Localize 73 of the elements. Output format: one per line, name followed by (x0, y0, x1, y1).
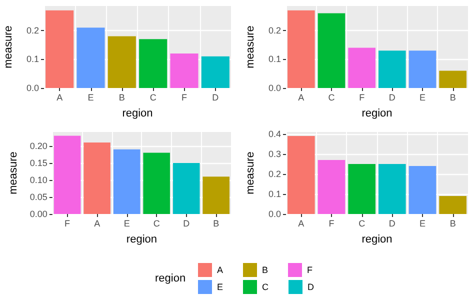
y-tick-label: 0.2 (268, 169, 281, 179)
bar (439, 70, 466, 88)
x-tick-label: C (328, 92, 336, 102)
x-tick-label: F (182, 92, 188, 102)
bar (84, 142, 110, 214)
bar (348, 48, 376, 88)
x-tick-label: D (183, 218, 190, 228)
y-tick-label: 0.2 (268, 25, 281, 36)
x-tick-label: B (213, 218, 220, 228)
x-tick-label: E (88, 92, 94, 102)
bar (318, 160, 346, 214)
bar (408, 166, 436, 214)
x-tick-label: C (153, 218, 160, 228)
x-tick-label: A (56, 92, 63, 102)
bar (143, 152, 170, 214)
bar (378, 164, 406, 214)
x-axis-title: region (362, 108, 392, 120)
bar (318, 13, 346, 88)
x-tick-label: A (298, 218, 304, 228)
x-tick-label: B (450, 218, 456, 228)
y-tick-label: 0.1 (26, 54, 39, 64)
bar (54, 136, 81, 214)
x-tick-label: A (298, 92, 304, 102)
bar (202, 176, 230, 214)
x-tick-label: F (64, 218, 71, 228)
legend-label: A (217, 265, 224, 275)
x-tick-label: D (212, 92, 220, 102)
bar (439, 196, 466, 214)
y-tick-label: 0.1 (268, 189, 281, 199)
y-axis-title: measure (244, 26, 256, 68)
x-tick-label: C (150, 92, 157, 102)
legend-label: C (262, 282, 270, 292)
y-tick-label: 0.4 (268, 129, 281, 139)
y-tick-label: 0.0 (268, 209, 281, 219)
bar (378, 50, 406, 88)
x-tick-label: B (450, 92, 456, 102)
legend-label: B (262, 265, 268, 275)
y-tick-label: 0.1 (268, 54, 281, 64)
y-tick-label: 0.20 (30, 140, 48, 151)
y-tick-label: 0.00 (30, 209, 48, 219)
bar (348, 164, 376, 214)
x-tick-label: B (118, 92, 125, 102)
y-tick-label: 0.2 (26, 25, 39, 36)
x-axis-title: region (126, 234, 157, 246)
x-tick-label: F (359, 92, 366, 102)
x-axis-title: region (122, 108, 153, 120)
y-axis-title: measure (244, 152, 256, 194)
y-tick-label: 0.0 (26, 83, 39, 93)
y-axis-title: measure (2, 26, 14, 68)
bar (113, 149, 140, 214)
legend-label: E (217, 282, 224, 292)
y-tick-label: 0.05 (30, 192, 48, 202)
x-tick-label: F (328, 218, 335, 228)
x-tick-label: E (419, 218, 426, 228)
legend-label: D (308, 282, 314, 292)
y-tick-label: 0.10 (30, 174, 48, 185)
y-tick-label: 0.15 (30, 158, 48, 168)
bar (288, 136, 315, 214)
y-tick-label: 0.3 (268, 149, 281, 159)
x-tick-label: A (94, 218, 100, 228)
y-tick-label: 0.0 (268, 83, 281, 93)
x-tick-label: E (419, 92, 426, 102)
x-tick-label: E (124, 218, 130, 228)
bar (288, 10, 315, 88)
bar (172, 162, 200, 214)
legend-label: F (307, 265, 314, 275)
x-tick-label: D (388, 218, 396, 228)
x-tick-label: D (388, 92, 396, 102)
y-axis-title: measure (8, 152, 20, 194)
x-tick-label: C (358, 218, 366, 228)
bar (408, 50, 436, 88)
x-axis-title: region (362, 234, 392, 246)
legend-title: region (155, 272, 186, 284)
